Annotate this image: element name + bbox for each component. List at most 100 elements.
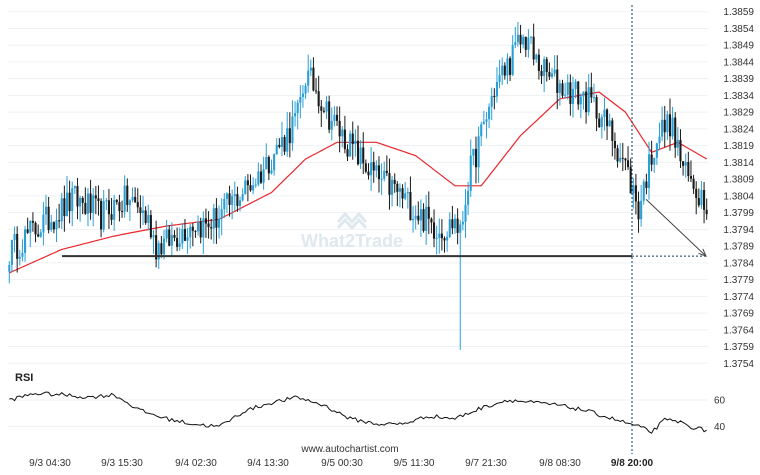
candle	[147, 204, 150, 231]
candle-body	[118, 202, 121, 211]
candle	[71, 181, 74, 227]
candles	[8, 22, 708, 350]
candle	[42, 202, 45, 246]
candle	[322, 107, 325, 114]
candle	[511, 35, 514, 77]
candle-body	[152, 235, 155, 238]
candle-body	[241, 194, 244, 201]
candle	[265, 143, 268, 170]
candle	[692, 174, 695, 194]
candle	[703, 181, 706, 224]
candle	[107, 189, 110, 229]
candle-body	[522, 36, 525, 45]
candle-body	[464, 204, 467, 222]
candle	[144, 206, 147, 225]
candle-body	[147, 215, 150, 223]
candle	[335, 106, 339, 126]
candle-body	[705, 209, 708, 215]
candle-body	[556, 69, 559, 93]
candle	[317, 75, 320, 114]
candle-body	[632, 185, 635, 194]
candle	[118, 194, 121, 222]
candle	[39, 229, 42, 238]
candle	[459, 220, 462, 350]
candle-body	[144, 210, 147, 223]
candle-body	[676, 139, 679, 148]
candle	[299, 84, 302, 119]
candle	[149, 210, 152, 240]
candle	[666, 110, 669, 140]
candle-body	[218, 218, 221, 228]
candle-body	[453, 218, 457, 229]
candle	[582, 91, 585, 110]
projection-arrow-icon	[698, 248, 707, 258]
candle-body	[299, 96, 302, 103]
candle	[249, 174, 252, 192]
candle-body	[684, 161, 687, 166]
candle-body	[359, 147, 362, 165]
candle	[697, 188, 700, 208]
candle	[273, 153, 276, 176]
candle-body	[456, 218, 459, 233]
candle-body	[461, 221, 464, 225]
candle-body	[44, 206, 48, 215]
y-tick-label: 1.3774	[723, 292, 754, 303]
candle-body	[202, 218, 205, 238]
candle	[503, 62, 506, 80]
candle	[55, 208, 58, 243]
candle-body	[291, 116, 294, 144]
candle	[341, 126, 344, 148]
candle-body	[666, 114, 669, 133]
candle-body	[246, 180, 249, 186]
candle-body	[385, 170, 388, 174]
y-tick-label: 1.3849	[723, 41, 754, 52]
candle	[364, 159, 367, 174]
candle	[50, 214, 53, 232]
candle-body	[304, 85, 307, 94]
candle-body	[189, 226, 192, 238]
candle-body	[335, 114, 339, 121]
candle	[485, 111, 488, 139]
candle-body	[60, 198, 63, 222]
candle-body	[398, 188, 401, 192]
candle-body	[626, 160, 630, 168]
y-tick-label: 1.3754	[723, 359, 754, 370]
candle	[236, 186, 239, 212]
candle-body	[550, 73, 554, 77]
candle	[241, 188, 244, 202]
x-tick-label: 9/5 11:30	[394, 458, 435, 469]
y-tick-label: 1.3759	[723, 342, 754, 353]
candle	[63, 185, 66, 232]
candle-body	[233, 194, 236, 197]
candle	[23, 225, 27, 262]
candle-body	[566, 82, 569, 95]
candle-body	[537, 54, 540, 71]
candle-body	[294, 113, 297, 117]
candle	[543, 56, 546, 93]
candle-body	[501, 65, 504, 76]
candle-body	[529, 36, 533, 38]
candle-body	[506, 58, 509, 76]
candle-body	[29, 220, 32, 233]
candle	[191, 222, 194, 247]
candle	[647, 141, 651, 200]
candle-body	[65, 192, 69, 217]
candle	[141, 195, 145, 226]
candle-body	[598, 118, 601, 128]
candle	[304, 82, 307, 100]
candle-body	[71, 188, 74, 212]
candle	[79, 195, 82, 222]
candle-body	[79, 197, 82, 207]
candle-body	[131, 196, 134, 201]
candle	[210, 218, 213, 240]
candle-body	[571, 88, 575, 104]
candle-body	[674, 117, 677, 148]
candle-body	[37, 234, 40, 237]
candle-body	[107, 200, 110, 215]
candle-body	[249, 185, 252, 191]
candle-body	[215, 208, 218, 228]
candle-body	[10, 240, 13, 265]
candle-body	[97, 198, 100, 201]
candle	[170, 222, 173, 258]
candle	[579, 93, 582, 119]
